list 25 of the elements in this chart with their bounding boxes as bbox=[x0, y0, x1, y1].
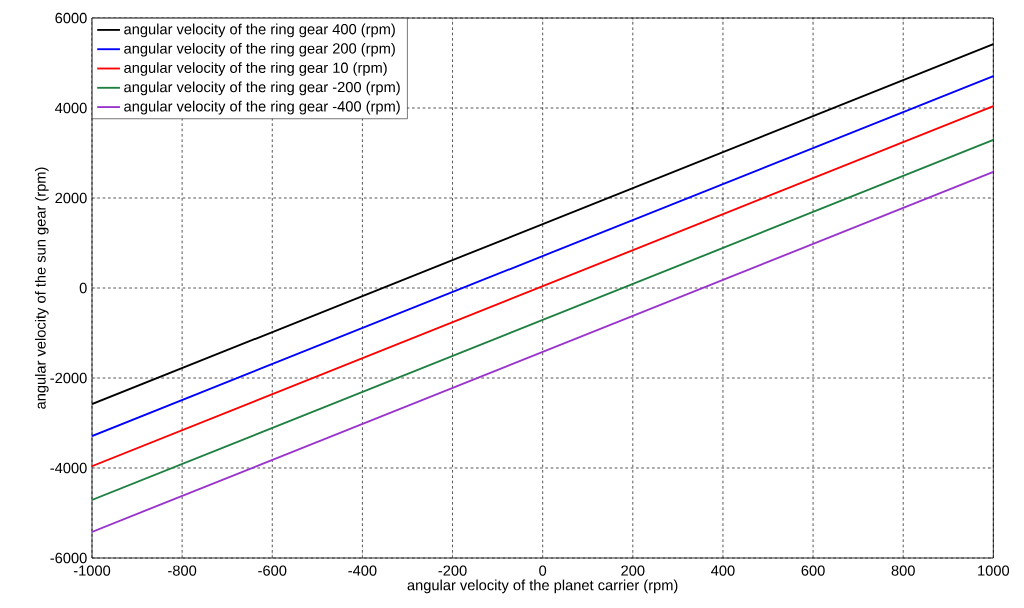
legend-label: angular velocity of the ring gear -400 (rpm) bbox=[124, 100, 400, 115]
x-tick-label: 400 bbox=[711, 565, 735, 576]
x-tick-label: 0 bbox=[539, 565, 547, 576]
legend-label: angular velocity of the ring gear 400 (rpm) bbox=[124, 23, 395, 38]
x-tick-label: -400 bbox=[348, 565, 377, 576]
x-tick-label: 200 bbox=[621, 565, 645, 576]
y-tick-label: 2000 bbox=[55, 192, 87, 204]
y-axis-title: angular velocity of the sun gear (rpm) bbox=[34, 167, 49, 409]
y-tick-label: -2000 bbox=[50, 372, 87, 384]
legend-label: angular velocity of the ring gear 200 (rpm) bbox=[124, 42, 395, 57]
y-tick-label: 4000 bbox=[55, 102, 87, 114]
legend-label: angular velocity of the ring gear 10 (rpm) bbox=[124, 62, 387, 76]
x-tick-label: 1000 bbox=[978, 565, 1010, 576]
x-tick-label: -800 bbox=[168, 565, 197, 576]
y-tick-label: -4000 bbox=[50, 462, 87, 474]
x-tick-label: 600 bbox=[801, 565, 825, 576]
x-axis-title: angular velocity of the planet carrier (rpm) bbox=[407, 579, 678, 594]
legend-label: angular velocity of the ring gear -200 (rpm) bbox=[124, 81, 400, 96]
y-tick-label: -6000 bbox=[50, 552, 87, 564]
y-tick-label: 0 bbox=[79, 282, 87, 294]
x-tick-label: 800 bbox=[891, 565, 915, 576]
x-tick-label: -1000 bbox=[73, 565, 111, 576]
y-tick-label: 6000 bbox=[55, 12, 87, 24]
x-tick-label: -200 bbox=[438, 565, 467, 576]
x-tick-label: -600 bbox=[258, 565, 287, 576]
